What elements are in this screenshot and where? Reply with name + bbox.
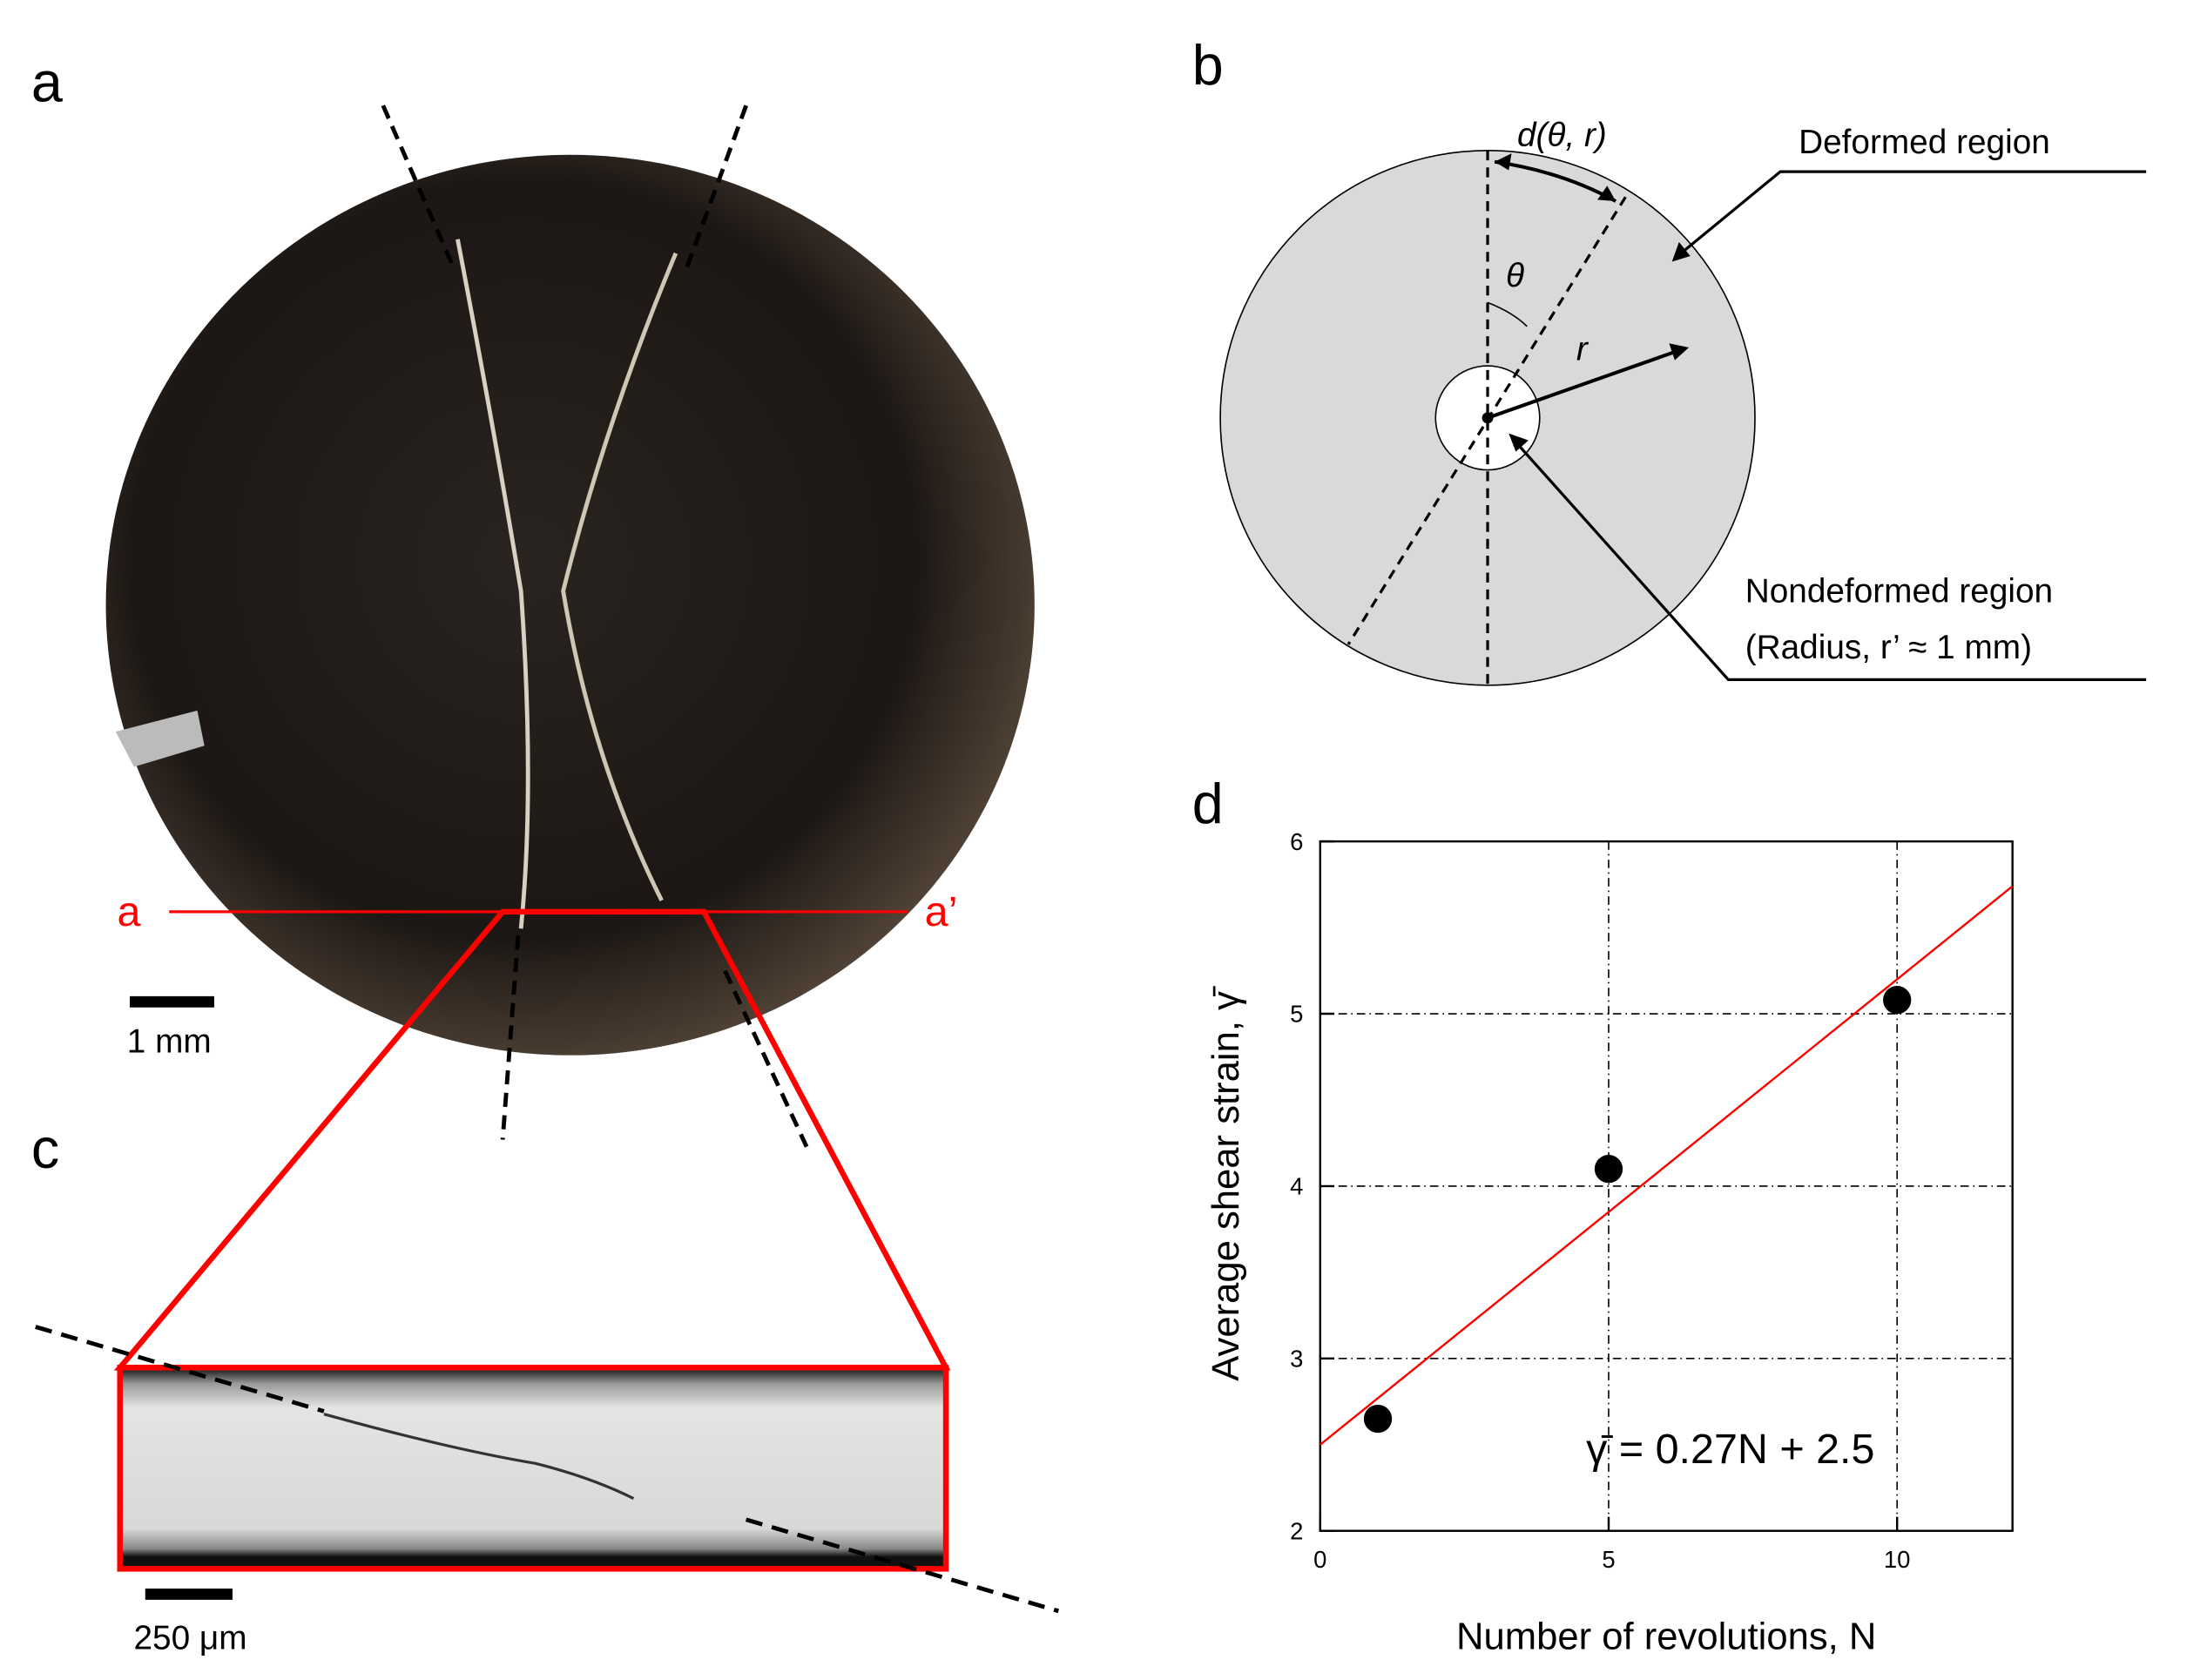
arrowheads <box>1495 153 1616 202</box>
data-point <box>1883 986 1912 1015</box>
dash <box>35 1325 325 1413</box>
nondeformed-label: Nondeformed region <box>1745 572 2053 610</box>
data-point <box>1594 1154 1623 1184</box>
scale-bar-label: 1 mm <box>127 1022 212 1060</box>
scale-bar-label: 250 μm <box>133 1619 246 1656</box>
crack <box>456 239 530 929</box>
micrograph <box>117 1365 949 1572</box>
panel-label: b <box>1192 34 1224 97</box>
radius-label: r <box>1576 331 1589 368</box>
plot: 0 5 10 2 3 4 5 6 <box>1290 828 2014 1573</box>
x-axis-title: Number of revolutions, N <box>1456 1616 1876 1657</box>
arc-label: d(θ, r) <box>1517 117 1607 154</box>
y-tick-label: 4 <box>1290 1173 1303 1200</box>
section-end: a’ <box>925 888 958 935</box>
dashed-lines <box>35 1325 1059 1614</box>
angle-arc <box>1487 301 1528 327</box>
crack <box>323 1413 635 1501</box>
x-tick-label: 5 <box>1602 1546 1615 1573</box>
fit-label: γ̄ = 0.27N + 2.5 <box>1586 1426 1874 1473</box>
data-point <box>1363 1404 1393 1434</box>
deformed-label: Deformed region <box>1799 124 2050 161</box>
dash <box>500 935 521 1140</box>
radius-note: (Radius, r’ ≈ 1 mm) <box>1745 629 2032 666</box>
y-tick-label: 5 <box>1290 1001 1303 1028</box>
sample-disk <box>105 154 1035 1056</box>
dash <box>723 969 809 1148</box>
dashed-lines <box>381 105 809 1148</box>
x-tick-label: 10 <box>1884 1546 1911 1573</box>
arrowhead <box>1508 433 1529 452</box>
x-tick-label: 0 <box>1313 1546 1326 1573</box>
y-tick-label: 3 <box>1290 1346 1303 1373</box>
leader-line <box>1677 170 2147 258</box>
fit-line <box>1319 885 2014 1446</box>
panel-label: a <box>31 51 63 113</box>
crack <box>561 252 678 902</box>
arrowhead <box>1671 241 1691 262</box>
dash <box>1346 196 1627 645</box>
y-tick-label: 6 <box>1290 828 1303 855</box>
y-axis-title: Average shear strain, γ̄ <box>1205 986 1247 1381</box>
leader-line <box>1511 437 2147 681</box>
dash <box>381 105 456 268</box>
angle-label: θ <box>1506 258 1524 295</box>
arrowhead <box>1669 343 1690 361</box>
radius-arrow <box>1487 347 1684 420</box>
panel-label: d <box>1192 773 1224 835</box>
dashed-lines <box>1346 150 1627 685</box>
dash <box>685 105 748 268</box>
dash <box>745 1517 1059 1614</box>
y-tick-label: 2 <box>1290 1517 1303 1544</box>
notch <box>115 710 205 767</box>
section-start: a <box>117 888 140 935</box>
panel-label: c <box>31 1117 59 1180</box>
